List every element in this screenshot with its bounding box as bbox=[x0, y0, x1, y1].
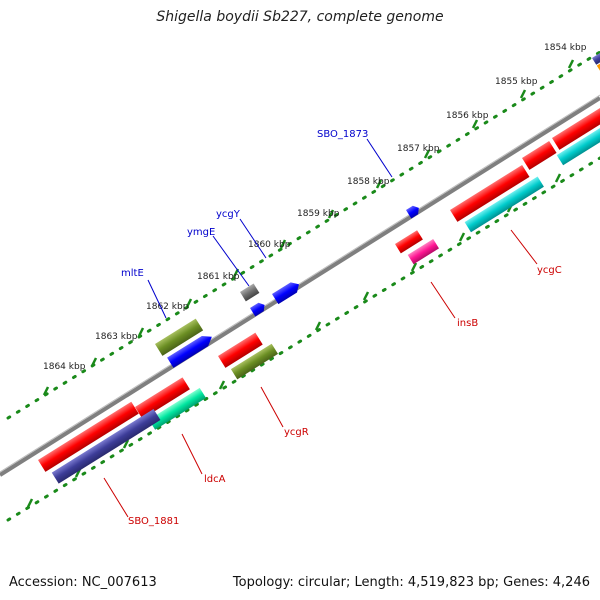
feature-gray bbox=[240, 283, 260, 302]
gene-label-insB[interactable]: insB bbox=[457, 318, 478, 329]
gene-label-ycgC[interactable]: ycgC bbox=[537, 265, 562, 276]
feature-olive-ycgR bbox=[230, 343, 278, 380]
feature-navy-SBO_1881 bbox=[51, 409, 161, 484]
feature-red-ycgR bbox=[218, 332, 263, 368]
feature-red-ycgC bbox=[450, 164, 530, 222]
feature-cyan-ycgC bbox=[464, 176, 544, 233]
tick-label: 1860 kbp bbox=[248, 240, 291, 250]
feature-blue-ymgE bbox=[250, 302, 265, 317]
tick-label: 1863 kbp bbox=[95, 332, 138, 342]
tick-label: 1854 kbp bbox=[544, 43, 587, 53]
tick-label: 1861 kbp bbox=[197, 272, 240, 282]
feature-blue-mltE bbox=[167, 335, 212, 368]
feature-pink-insB bbox=[407, 239, 439, 265]
tick-label: 1855 kbp bbox=[495, 77, 538, 87]
label-leaders bbox=[103, 138, 538, 518]
map-title: Shigella boydii Sb227, complete genome bbox=[156, 9, 444, 25]
feature-olive-mltE bbox=[155, 318, 204, 356]
gene-label-SBO_1881[interactable]: SBO_1881 bbox=[128, 516, 179, 527]
feature-red-SBO_1881 bbox=[38, 401, 139, 472]
features bbox=[38, 47, 600, 484]
genome-summary-text: Topology: circular; Length: 4,519,823 bp… bbox=[232, 575, 590, 590]
accession-text: Accession: NC_007613 bbox=[9, 575, 157, 590]
feature-red-insB bbox=[395, 230, 423, 254]
feature-red-ldcA bbox=[135, 377, 190, 419]
tick-label: 1857 kbp bbox=[397, 144, 440, 154]
tick-label: 1862 kbp bbox=[146, 302, 189, 312]
gene-label-mltE[interactable]: mltE bbox=[121, 268, 144, 279]
gene-label-ycgY[interactable]: ycgY bbox=[216, 209, 241, 220]
genome-backbone bbox=[0, 94, 600, 477]
tick-label: 1864 kbp bbox=[43, 362, 86, 372]
gene-label-ymgE[interactable]: ymgE bbox=[187, 227, 215, 238]
feature-mint-ldcA bbox=[148, 387, 207, 430]
feature-blue-SBO_1873 bbox=[406, 205, 419, 219]
tick-label: 1856 kbp bbox=[446, 111, 489, 121]
tick-label: 1859 kbp bbox=[297, 209, 340, 219]
feature-red bbox=[552, 100, 600, 150]
gene-label-ycgR[interactable]: ycgR bbox=[284, 427, 309, 438]
feature-navy-topright bbox=[592, 47, 600, 65]
feature-cyan bbox=[556, 112, 600, 166]
tick-ring-outer bbox=[6, 50, 600, 420]
tick-label: 1858 kbp bbox=[347, 177, 390, 187]
gene-labels: SBO_1873 ycgY ymgE mltE ycgC insB ycgR l… bbox=[121, 129, 562, 527]
feature-red bbox=[522, 141, 557, 170]
gene-label-SBO_1873[interactable]: SBO_1873 bbox=[317, 129, 368, 140]
gene-label-ldcA[interactable]: ldcA bbox=[204, 474, 226, 485]
tick-labels: 1854 kbp 1855 kbp 1856 kbp 1857 kbp 1858… bbox=[43, 43, 587, 372]
feature-blue-ycgY bbox=[272, 282, 299, 305]
